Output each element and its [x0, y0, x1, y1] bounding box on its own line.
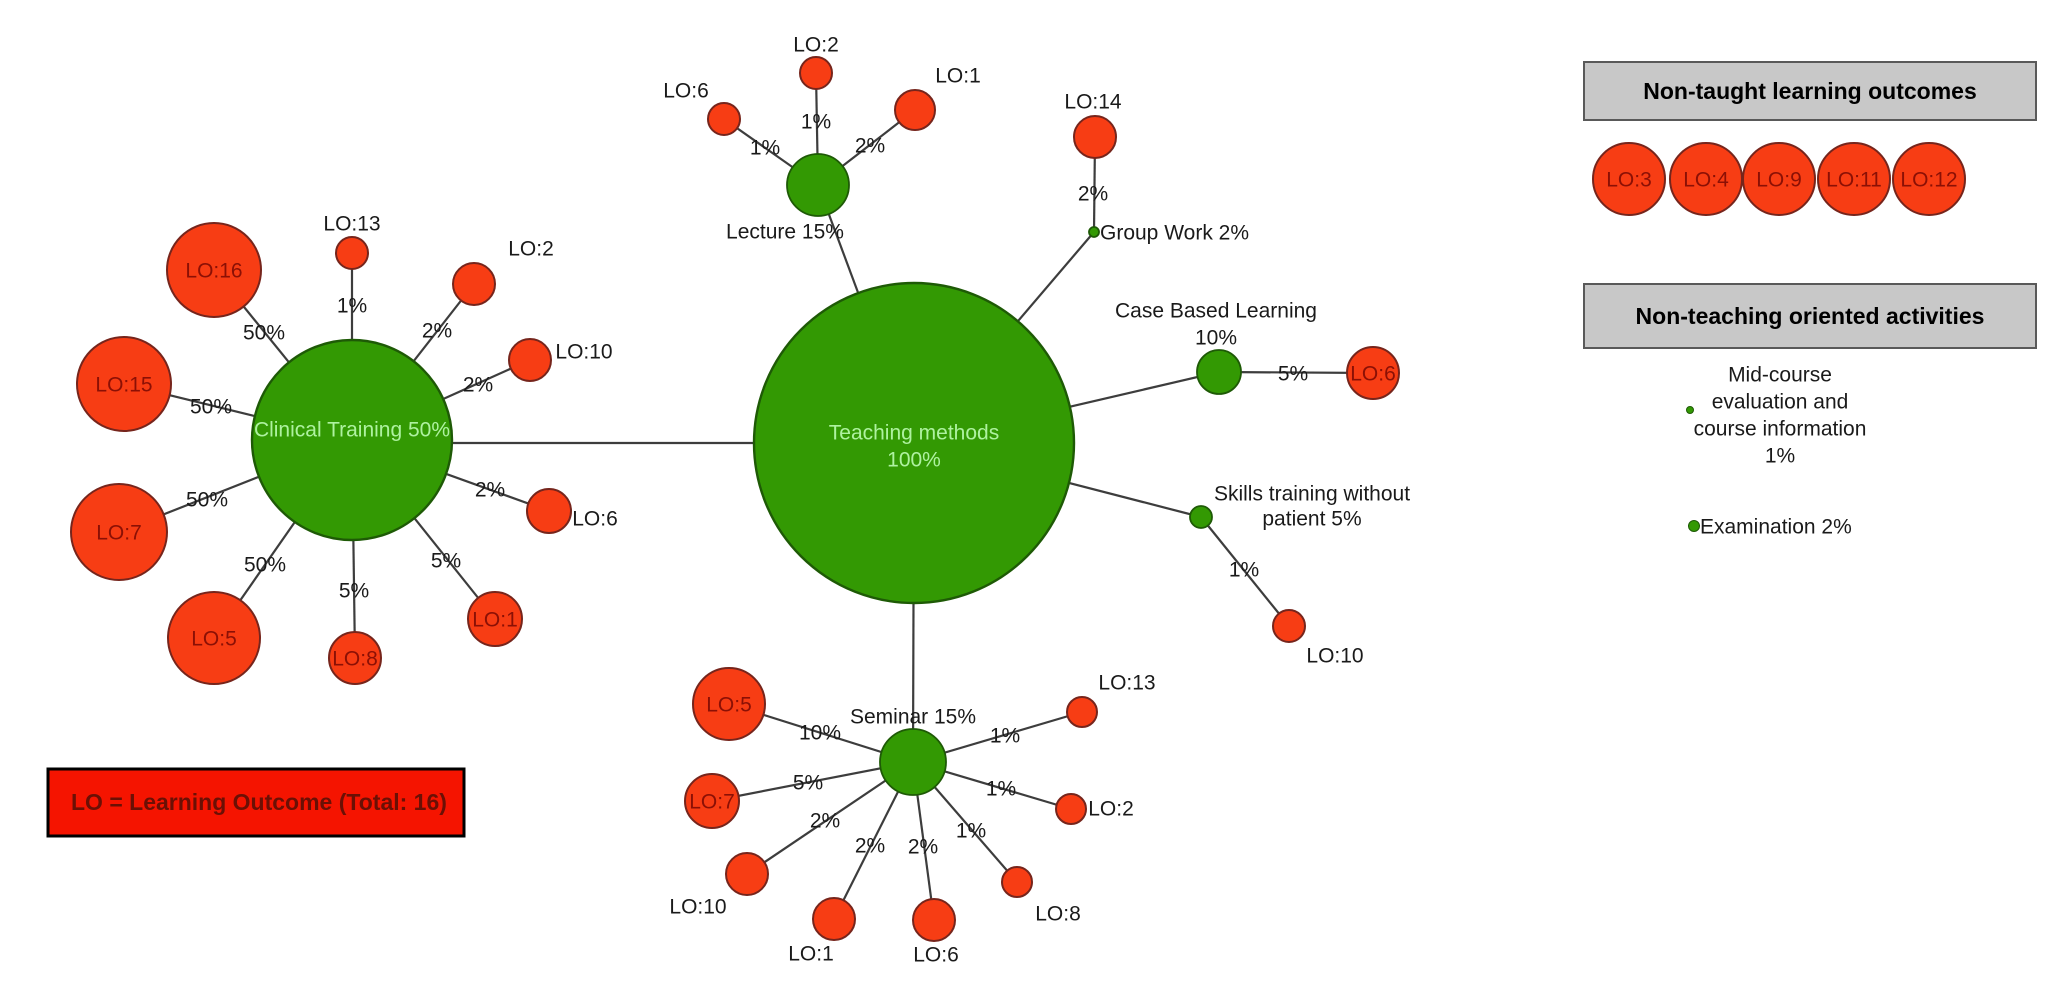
svg-text:LO:13: LO:13	[1098, 672, 1155, 695]
svg-text:Non-teaching oriented activiti: Non-teaching oriented activities	[1636, 303, 1985, 329]
svg-text:LO:10: LO:10	[1306, 645, 1363, 668]
svg-text:5%: 5%	[339, 580, 369, 603]
svg-text:50%: 50%	[244, 554, 286, 577]
svg-text:100%: 100%	[887, 449, 941, 472]
svg-text:Teaching methods: Teaching methods	[829, 422, 999, 445]
svg-text:LO:7: LO:7	[689, 791, 735, 814]
svg-text:LO:6: LO:6	[572, 508, 618, 531]
svg-text:10%: 10%	[1195, 327, 1237, 350]
svg-text:patient 5%: patient 5%	[1262, 508, 1361, 531]
svg-text:Non-taught learning outcomes: Non-taught learning outcomes	[1643, 78, 1977, 104]
svg-text:Skills training without: Skills training without	[1214, 483, 1410, 506]
svg-text:course information: course information	[1694, 418, 1867, 441]
svg-text:LO = Learning Outcome (Total:: LO = Learning Outcome (Total: 16)	[71, 789, 447, 815]
svg-text:LO:9: LO:9	[1756, 169, 1802, 192]
svg-text:5%: 5%	[1278, 363, 1308, 386]
svg-text:LO:6: LO:6	[913, 944, 959, 967]
svg-text:1%: 1%	[956, 820, 986, 843]
svg-text:50%: 50%	[190, 396, 232, 419]
svg-text:LO:10: LO:10	[555, 341, 612, 364]
svg-text:LO:2: LO:2	[793, 34, 839, 57]
svg-text:1%: 1%	[337, 295, 367, 318]
svg-text:1%: 1%	[1765, 445, 1795, 468]
svg-text:2%: 2%	[855, 135, 885, 158]
svg-text:50%: 50%	[186, 489, 228, 512]
svg-text:LO:7: LO:7	[96, 522, 142, 545]
svg-text:LO:4: LO:4	[1683, 169, 1729, 192]
svg-text:Mid-course: Mid-course	[1728, 364, 1832, 387]
svg-text:LO:12: LO:12	[1900, 169, 1957, 192]
svg-text:Seminar 15%: Seminar 15%	[850, 706, 976, 729]
svg-text:LO:2: LO:2	[508, 238, 554, 261]
svg-text:1%: 1%	[801, 111, 831, 134]
svg-text:LO:8: LO:8	[332, 648, 378, 671]
svg-text:2%: 2%	[475, 479, 505, 502]
svg-text:LO:14: LO:14	[1064, 91, 1122, 114]
svg-text:Lecture 15%: Lecture 15%	[726, 221, 844, 244]
svg-text:2%: 2%	[855, 835, 885, 858]
svg-text:2%: 2%	[463, 374, 493, 397]
svg-text:LO:16: LO:16	[185, 260, 242, 283]
svg-text:LO:8: LO:8	[1035, 903, 1081, 926]
svg-text:2%: 2%	[908, 836, 938, 859]
svg-text:LO:11: LO:11	[1826, 169, 1882, 192]
svg-text:LO:2: LO:2	[1088, 798, 1134, 821]
svg-text:LO:6: LO:6	[1350, 363, 1396, 386]
svg-text:1%: 1%	[1229, 559, 1259, 582]
svg-text:10%: 10%	[799, 722, 841, 745]
svg-text:5%: 5%	[793, 772, 823, 795]
svg-text:LO:5: LO:5	[191, 628, 237, 651]
svg-text:evaluation and: evaluation and	[1712, 391, 1849, 414]
svg-text:LO:1: LO:1	[935, 65, 981, 88]
svg-text:5%: 5%	[431, 550, 461, 573]
svg-text:LO:1: LO:1	[788, 943, 834, 966]
svg-text:1%: 1%	[750, 137, 780, 160]
svg-text:1%: 1%	[990, 725, 1020, 748]
svg-text:1%: 1%	[986, 778, 1016, 801]
svg-text:50%: 50%	[243, 322, 285, 345]
svg-text:Clinical Training 50%: Clinical Training 50%	[254, 419, 450, 442]
svg-text:LO:1: LO:1	[472, 609, 518, 632]
svg-text:Case Based Learning: Case Based Learning	[1115, 300, 1317, 323]
svg-text:LO:15: LO:15	[95, 374, 152, 397]
svg-text:2%: 2%	[422, 320, 452, 343]
svg-text:LO:13: LO:13	[323, 213, 380, 236]
svg-text:LO:3: LO:3	[1606, 169, 1652, 192]
svg-text:LO:5: LO:5	[706, 694, 752, 717]
svg-text:LO:6: LO:6	[663, 80, 709, 103]
svg-text:LO:10: LO:10	[669, 896, 726, 919]
svg-text:Examination 2%: Examination 2%	[1700, 516, 1852, 539]
svg-text:2%: 2%	[810, 810, 840, 833]
svg-text:2%: 2%	[1078, 183, 1108, 206]
svg-text:Group Work 2%: Group Work 2%	[1100, 222, 1249, 245]
